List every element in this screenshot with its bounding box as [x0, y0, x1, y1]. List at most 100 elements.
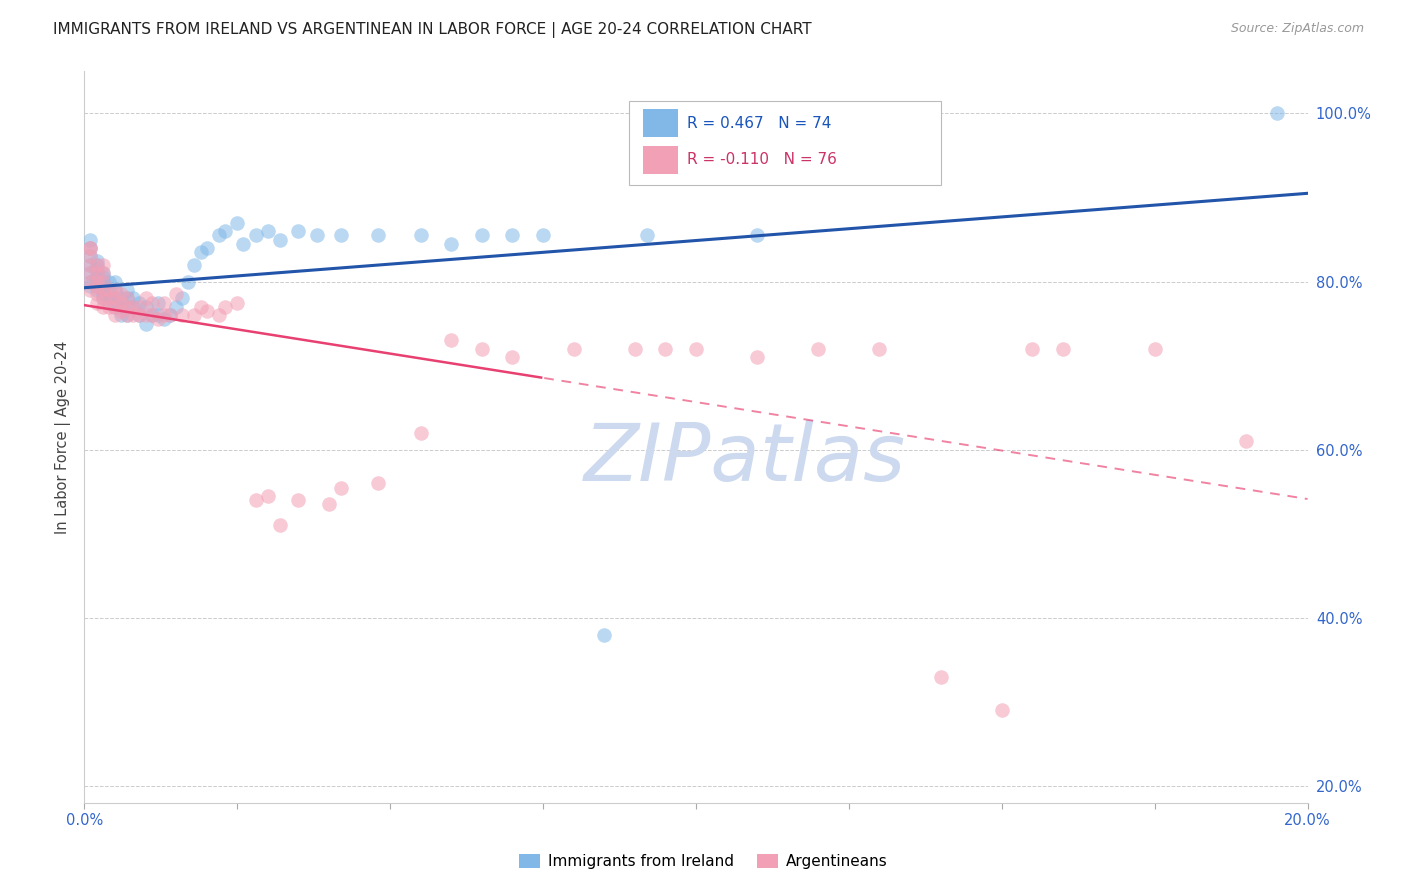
Point: [110, 291, 132, 305]
Point: [409, 425, 432, 440]
Point: [86, 287, 108, 301]
Point: [104, 283, 127, 297]
Point: [190, 300, 212, 314]
Point: [1052, 342, 1074, 356]
Point: [86, 258, 108, 272]
Point: [330, 481, 353, 495]
Point: [367, 228, 389, 243]
Point: [1021, 342, 1043, 356]
Point: [86, 275, 108, 289]
Point: [91, 283, 114, 297]
Point: [91, 258, 114, 272]
Point: [104, 308, 127, 322]
Point: [471, 228, 494, 243]
Point: [177, 275, 200, 289]
Point: [91, 291, 114, 305]
Point: [146, 295, 169, 310]
Point: [287, 224, 309, 238]
Point: [128, 308, 150, 322]
Point: [86, 278, 108, 293]
Point: [86, 266, 108, 280]
Point: [245, 493, 267, 508]
Point: [79, 241, 101, 255]
Point: [115, 308, 138, 322]
Point: [115, 291, 138, 305]
Point: [91, 287, 114, 301]
Point: [153, 308, 176, 322]
Point: [115, 300, 138, 314]
Point: [122, 300, 145, 314]
Point: [165, 287, 187, 301]
Point: [91, 300, 114, 314]
Point: [97, 275, 120, 289]
Point: [97, 291, 120, 305]
Point: [183, 308, 205, 322]
Point: [869, 342, 891, 356]
Point: [654, 342, 676, 356]
Point: [79, 278, 101, 293]
Point: [562, 342, 585, 356]
Text: IMMIGRANTS FROM IRELAND VS ARGENTINEAN IN LABOR FORCE | AGE 20-24 CORRELATION CH: IMMIGRANTS FROM IRELAND VS ARGENTINEAN I…: [53, 22, 813, 38]
Point: [214, 224, 236, 238]
Point: [104, 283, 127, 297]
Y-axis label: In Labor Force | Age 20-24: In Labor Force | Age 20-24: [55, 341, 72, 533]
FancyBboxPatch shape: [628, 101, 941, 185]
Point: [86, 253, 108, 268]
Point: [79, 266, 101, 280]
Point: [146, 312, 169, 326]
Point: [153, 295, 176, 310]
Point: [929, 670, 952, 684]
Point: [1236, 434, 1258, 449]
Point: [367, 476, 389, 491]
Point: [141, 295, 163, 310]
Point: [97, 300, 120, 314]
Point: [183, 258, 205, 272]
Point: [531, 228, 554, 243]
Point: [79, 241, 101, 255]
Point: [122, 308, 145, 322]
Point: [135, 308, 157, 322]
Point: [257, 224, 280, 238]
Point: [991, 703, 1014, 717]
Point: [86, 270, 108, 285]
Point: [86, 278, 108, 293]
Point: [636, 228, 658, 243]
Point: [159, 308, 181, 322]
Point: [91, 275, 114, 289]
Point: [104, 291, 127, 305]
Point: [79, 275, 101, 289]
Point: [135, 300, 157, 314]
Point: [232, 236, 254, 251]
Point: [128, 308, 150, 322]
Point: [86, 266, 108, 280]
Point: [195, 241, 218, 255]
Point: [135, 317, 157, 331]
Point: [685, 342, 707, 356]
Point: [79, 249, 101, 263]
Point: [110, 300, 132, 314]
Point: [502, 350, 524, 364]
Point: [146, 308, 169, 322]
Bar: [644, 146, 678, 174]
Text: R = 0.467   N = 74: R = 0.467 N = 74: [688, 116, 832, 131]
Point: [79, 266, 101, 280]
Point: [807, 342, 830, 356]
Point: [440, 334, 463, 348]
Point: [330, 228, 353, 243]
Point: [593, 627, 616, 641]
Point: [624, 342, 647, 356]
Point: [79, 258, 101, 272]
Point: [159, 308, 181, 322]
Point: [747, 350, 769, 364]
Point: [97, 283, 120, 297]
Point: [104, 291, 127, 305]
Point: [122, 300, 145, 314]
Point: [172, 308, 194, 322]
Point: [97, 291, 120, 305]
Point: [128, 295, 150, 310]
Text: ZIPatlas: ZIPatlas: [583, 420, 905, 498]
Point: [245, 228, 267, 243]
Point: [104, 300, 127, 314]
Point: [153, 312, 176, 326]
Point: [471, 342, 494, 356]
